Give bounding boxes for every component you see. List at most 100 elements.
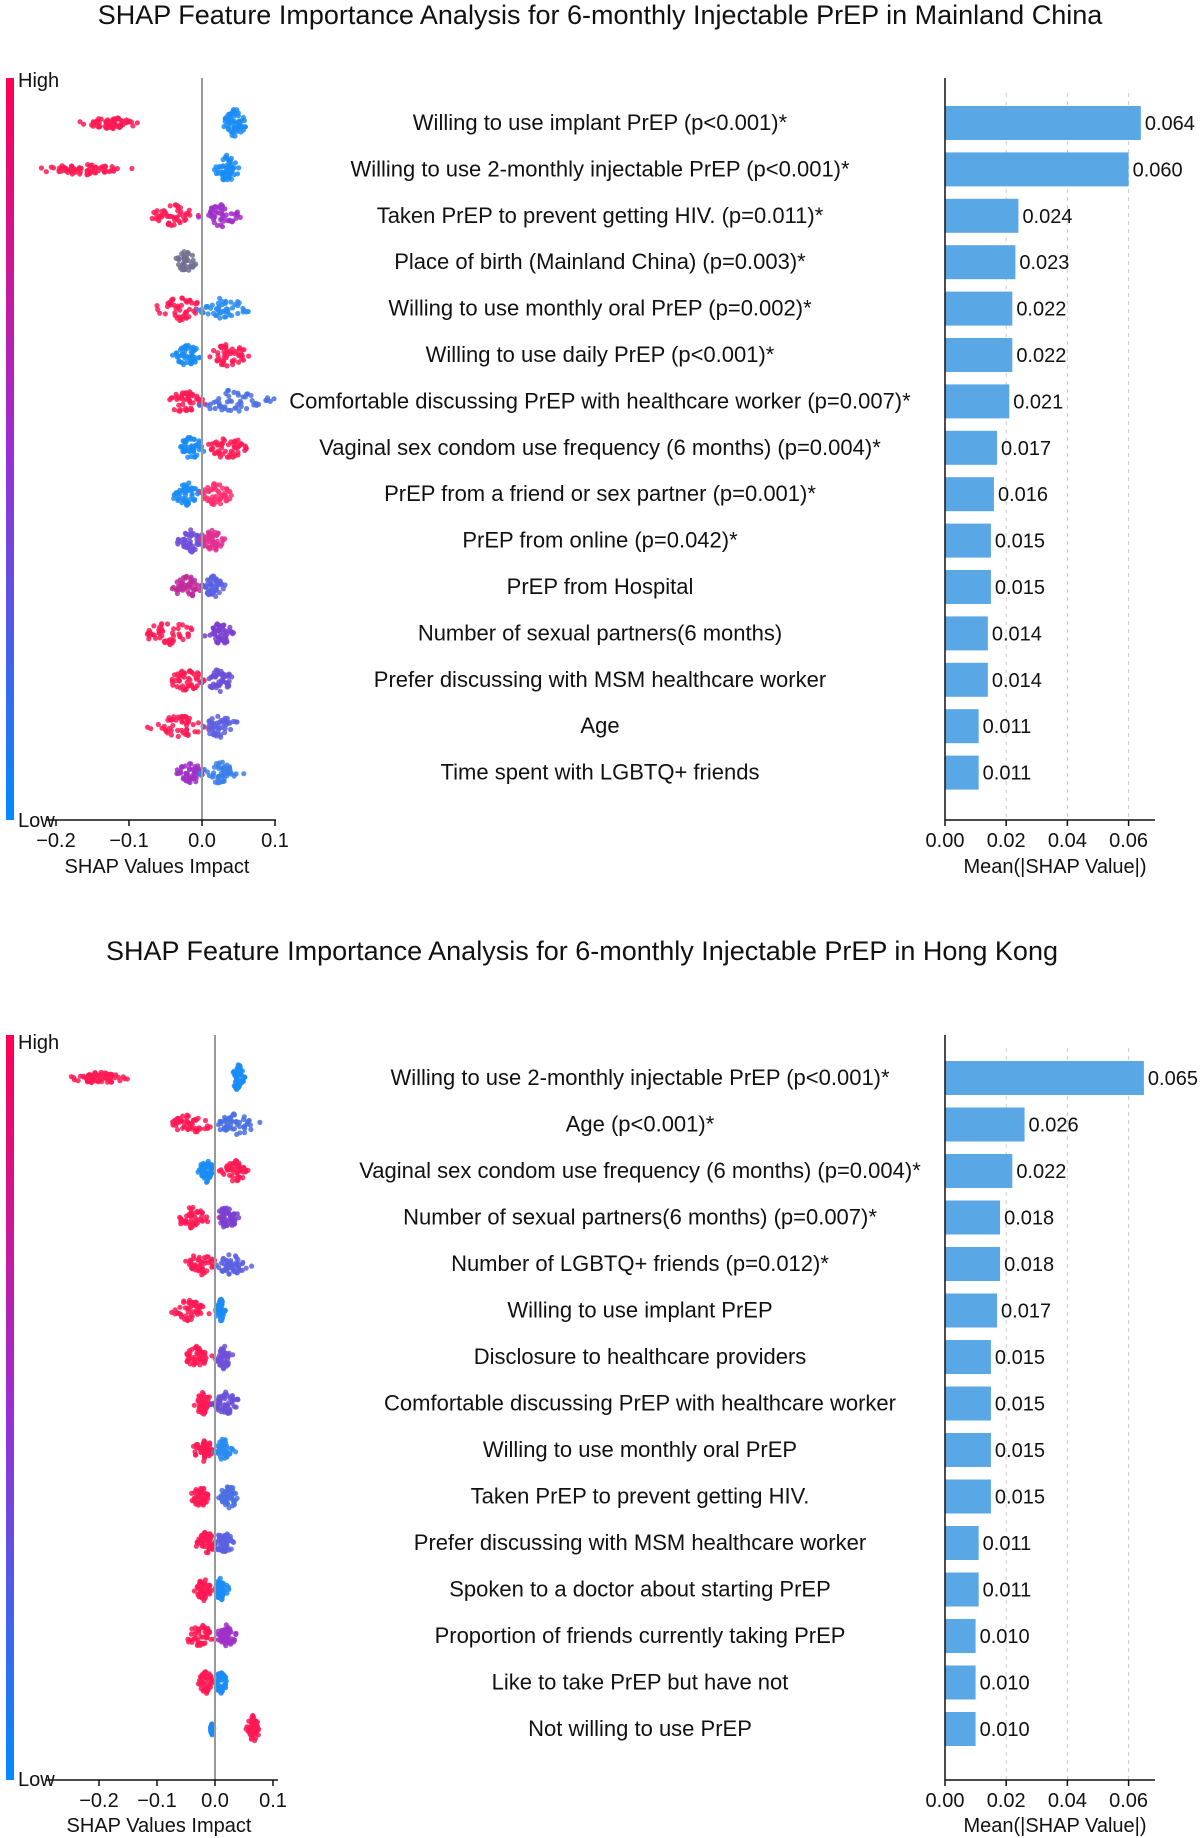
shap-point	[206, 441, 212, 447]
shap-point	[177, 220, 183, 226]
colorbar-high-label: High	[18, 1032, 59, 1054]
shap-point	[207, 588, 213, 594]
shap-point	[224, 631, 230, 638]
shap-point	[203, 1549, 209, 1555]
shap-point	[189, 593, 196, 599]
shap-point	[228, 1491, 234, 1497]
shap-point	[230, 1178, 236, 1184]
importance-bar	[945, 1247, 1001, 1281]
shap-point	[202, 1439, 208, 1445]
importance-bar	[945, 106, 1141, 140]
bar-x-tick-label: 0.04	[1048, 1790, 1087, 1812]
shap-point	[144, 724, 151, 730]
shap-point	[216, 1396, 222, 1402]
shap-point	[231, 357, 237, 363]
bar-value-label: 0.026	[1029, 1115, 1079, 1137]
beeswarm-x-tick-label: −0.1	[109, 830, 148, 852]
shap-point	[227, 398, 233, 404]
bar-value-label: 0.015	[995, 1440, 1045, 1462]
shap-point	[198, 1634, 204, 1640]
shap-point	[224, 1484, 230, 1490]
shap-point	[180, 448, 186, 455]
feature-label: Prefer discussing with MSM healthcare wo…	[414, 1530, 866, 1555]
importance-bar-plot: 0.065 0.026 0.022 0.018 0.018 0.017 0.015 0.015…	[926, 1035, 1198, 1837]
bar-value-label: 0.011	[983, 716, 1032, 738]
shap-point	[204, 1394, 210, 1400]
shap-point	[213, 672, 219, 679]
shap-point	[205, 311, 211, 317]
shap-point	[177, 715, 183, 721]
shap-point	[234, 1175, 240, 1181]
shap-point	[169, 640, 175, 646]
shap-point	[130, 123, 136, 129]
shap-point	[223, 342, 229, 348]
shap-point	[188, 487, 194, 493]
shap-point	[189, 391, 196, 397]
shap-point	[219, 1596, 225, 1602]
shap-point	[191, 1402, 197, 1408]
shap-point	[215, 488, 221, 494]
shap-point	[196, 1630, 202, 1636]
feature-label: Willing to use implant PrEP (p<0.001)*	[413, 110, 788, 135]
shap-point	[181, 256, 187, 262]
shap-point	[238, 125, 244, 131]
shap-point	[224, 1629, 230, 1635]
shap-point	[241, 307, 247, 313]
feature-label: Taken PrEP to prevent getting HIV.	[471, 1484, 810, 1509]
shap-point	[195, 582, 201, 588]
shap-point	[179, 622, 186, 628]
shap-point	[194, 393, 200, 399]
shap-point	[192, 496, 198, 502]
shap-point	[183, 212, 189, 218]
beeswarm-x-tick-label: 0.0	[188, 830, 216, 852]
shap-point	[102, 169, 108, 175]
shap-point	[184, 407, 190, 413]
shap-point	[182, 582, 188, 588]
shap-point	[146, 636, 152, 642]
shap-point	[204, 1169, 210, 1175]
shap-point	[207, 498, 213, 504]
shap-point	[168, 732, 174, 738]
shap-point	[249, 398, 255, 404]
shap-point	[215, 1306, 221, 1312]
importance-bar	[945, 755, 979, 790]
shap-point	[220, 586, 226, 592]
shap-point	[229, 167, 235, 174]
shap-point	[225, 1410, 231, 1416]
shap-point	[164, 213, 170, 219]
bar-value-label: 0.064	[1145, 113, 1195, 135]
shap-point	[226, 1586, 232, 1592]
shap-point	[172, 217, 178, 223]
shap-point	[230, 1211, 236, 1218]
feature-label: Number of LGBTQ+ friends (p=0.012)*	[451, 1251, 829, 1276]
bar-x-tick-label: 0.06	[1109, 1790, 1148, 1812]
importance-bar	[945, 430, 998, 465]
shap-point	[185, 1305, 191, 1311]
shap-point	[248, 1736, 254, 1742]
shap-point	[190, 264, 196, 270]
shap-point	[219, 671, 225, 677]
shap-point	[218, 442, 224, 448]
shap-point	[215, 166, 221, 173]
shap-point	[236, 165, 242, 171]
shap-point	[177, 634, 183, 640]
shap-point	[235, 1085, 241, 1091]
bar-value-label: 0.010	[980, 1626, 1030, 1648]
importance-bar	[945, 1061, 1144, 1095]
shap-point	[217, 1588, 224, 1594]
shap-point	[69, 163, 75, 169]
colorbar-low-label: Low	[18, 810, 55, 832]
shap-point	[134, 120, 140, 126]
feature-label: Prefer discussing with MSM healthcare wo…	[374, 667, 826, 692]
shap-point	[201, 1398, 207, 1404]
feature-label: Comfortable discussing PrEP with healthc…	[289, 388, 911, 413]
shap-point	[197, 1268, 203, 1274]
shap-point	[200, 1582, 206, 1588]
shap-point	[180, 1113, 186, 1119]
beeswarm-x-tick-label: 0.1	[259, 1790, 287, 1812]
panel-title: SHAP Feature Importance Analysis for 6-m…	[106, 936, 1058, 966]
shap-point	[200, 1624, 206, 1630]
shap-point	[188, 361, 194, 367]
importance-bar	[945, 523, 991, 558]
shap-point	[196, 1254, 202, 1260]
